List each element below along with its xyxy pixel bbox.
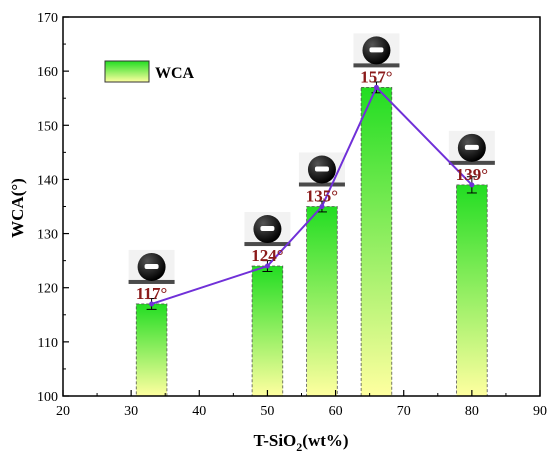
data-point <box>373 84 379 90</box>
value-label: 124° <box>251 246 283 265</box>
droplet-highlight <box>369 47 384 53</box>
data-point <box>469 182 475 188</box>
y-tick-label: 110 <box>38 336 58 351</box>
droplet-substrate <box>448 160 495 165</box>
droplet-highlight <box>144 263 159 269</box>
y-tick-label: 160 <box>37 65 58 80</box>
data-point <box>319 204 325 209</box>
x-tick-label: 90 <box>533 404 547 419</box>
droplet-157 <box>353 33 400 68</box>
x-tick-label: 30 <box>124 404 138 419</box>
x-axis-title-tail: (wt%) <box>302 431 348 450</box>
x-tick-label: 80 <box>465 404 479 419</box>
droplet-highlight <box>260 226 275 232</box>
y-tick-label: 120 <box>37 282 58 297</box>
x-tick-label: 40 <box>192 404 206 419</box>
x-tick-label: 60 <box>329 404 343 419</box>
value-label: 117° <box>136 284 167 303</box>
droplet-substrate <box>244 242 291 247</box>
x-axis-title: T-SiO2(wt%) <box>253 431 348 454</box>
droplets-layer <box>128 33 495 284</box>
bar <box>306 206 338 397</box>
x-axis-title-sub: 2 <box>296 440 302 454</box>
x-tick-label: 50 <box>260 404 274 419</box>
x-tick-label: 70 <box>397 404 411 419</box>
points-layer <box>149 84 475 307</box>
y-tick-label: 150 <box>37 119 58 134</box>
ticks-layer: 20 30 40 50 60 70 80 90 100 110 120 130 140 150 160 170 <box>37 11 547 419</box>
droplet-highlight <box>464 144 479 150</box>
droplet-substrate <box>128 279 175 284</box>
y-axis-title: WCA(°) <box>8 178 27 238</box>
y-tick-label: 100 <box>37 390 58 405</box>
value-labels-layer: 117° 124° 135° 157° 139° <box>136 67 488 303</box>
y-tick-label: 170 <box>37 11 58 26</box>
droplet-substrate <box>353 63 400 68</box>
x-axis-title-main: T-SiO <box>253 431 296 450</box>
value-label: 139° <box>456 165 488 184</box>
value-label: 157° <box>360 67 392 86</box>
y-tick-label: 140 <box>37 173 58 188</box>
droplet-substrate <box>298 182 345 187</box>
value-label: 135° <box>306 187 338 206</box>
x-tick-label: 20 <box>56 404 70 419</box>
legend-label: WCA <box>155 65 195 82</box>
y-tick-label: 130 <box>37 228 58 243</box>
bars-layer <box>135 86 488 397</box>
legend-swatch <box>104 60 150 83</box>
droplet-124 <box>244 212 291 247</box>
legend: WCA <box>104 60 195 83</box>
droplet-135 <box>298 152 345 187</box>
data-point <box>149 301 155 307</box>
droplet-117 <box>128 249 175 284</box>
droplet-139 <box>448 130 495 165</box>
data-point <box>264 263 270 269</box>
droplet-highlight <box>314 166 329 172</box>
bar <box>360 86 393 397</box>
bar <box>251 265 284 397</box>
bar <box>456 184 488 397</box>
bar <box>135 303 168 397</box>
